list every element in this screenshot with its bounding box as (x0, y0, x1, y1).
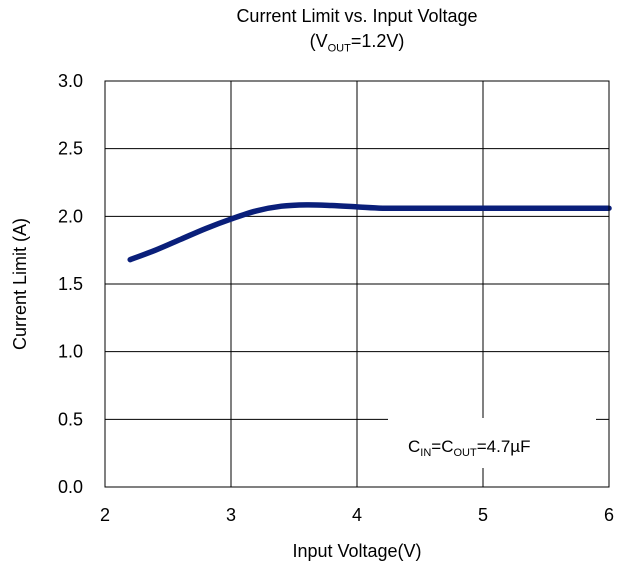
y-tick-label: 1.5 (58, 274, 83, 294)
anno-sub-out: OUT (454, 447, 478, 459)
series-line (127, 202, 612, 263)
grid-lines (105, 81, 609, 487)
y-axis-label: Current Limit (A) (10, 218, 30, 350)
x-tick-labels: 2 3 4 5 6 (100, 505, 614, 525)
plot-frame (104, 80, 610, 488)
series-layer (127, 202, 612, 263)
annotation-background (388, 418, 596, 468)
x-axis-label: Input Voltage(V) (292, 541, 421, 561)
subtitle-prefix: (V (309, 31, 328, 51)
anno-sub-in: IN (420, 447, 431, 459)
y-tick-label: 1.0 (58, 342, 83, 362)
y-tick-label: 2.5 (58, 139, 83, 159)
y-tick-labels: 0.0 0.5 1.0 1.5 2.0 2.5 3.0 (58, 71, 83, 497)
anno-tail: =4.7µF (477, 437, 531, 456)
y-tick-label: 0.0 (58, 477, 83, 497)
y-tick-label: 3.0 (58, 71, 83, 91)
anno-c1: C (408, 437, 420, 456)
subtitle-subscript: OUT (327, 42, 351, 55)
y-tick-label: 2.0 (58, 206, 83, 226)
x-tick-label: 6 (604, 505, 614, 525)
anno-mid: =C (431, 437, 453, 456)
capacitance-annotation: CIN=COUT=4.7µF (408, 437, 530, 459)
x-tick-label: 4 (352, 505, 362, 525)
x-tick-label: 2 (100, 505, 110, 525)
x-tick-label: 3 (226, 505, 236, 525)
subtitle-suffix: =1.2V) (350, 31, 405, 51)
chart-title: Current Limit vs. Input Voltage (236, 6, 478, 26)
chart-subtitle: (VOUT=1.2V) (105, 31, 609, 55)
x-tick-label: 5 (478, 505, 488, 525)
y-tick-label: 0.5 (58, 409, 83, 429)
